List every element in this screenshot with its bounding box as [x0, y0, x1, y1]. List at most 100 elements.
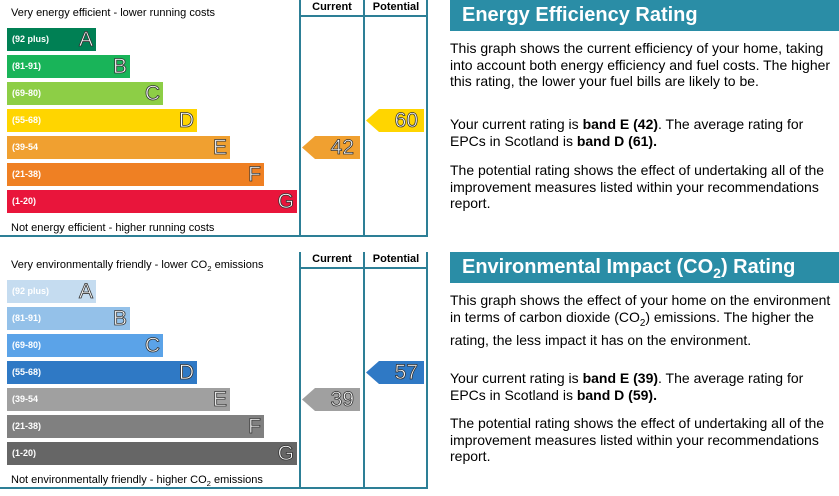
- band: (81-91) B: [7, 307, 130, 330]
- column-line: [363, 0, 365, 237]
- column-line: [363, 252, 365, 489]
- text-segment: ) emissions. The higher the rating, the …: [450, 308, 814, 348]
- band-range: (81-91): [12, 61, 42, 71]
- band: (92 plus) A: [7, 28, 96, 51]
- band: (21-38) F: [7, 163, 264, 186]
- band-range: (69-80): [12, 340, 42, 350]
- text-segment: emissions: [211, 259, 264, 271]
- band: (39-54 E: [7, 136, 230, 159]
- paragraph: Your current rating is band E (39). The …: [450, 370, 835, 403]
- text-segment: This graph shows the current efficiency …: [450, 40, 831, 89]
- text-segment: Energy Efficiency Rating: [462, 4, 698, 26]
- band-range: (92 plus): [12, 34, 50, 44]
- text-segment: band E (39): [582, 370, 659, 386]
- band: (69-80) C: [7, 334, 163, 357]
- band: (81-91) B: [7, 55, 130, 78]
- paragraph: This graph shows the effect of your home…: [450, 292, 835, 348]
- paragraph: Your current rating is band E (42). The …: [450, 116, 835, 149]
- band-letter: E: [212, 388, 228, 412]
- header-line: [299, 15, 428, 17]
- text-segment: Your current rating is: [450, 116, 583, 132]
- column-line: [426, 0, 428, 237]
- band: (55-68) D: [7, 361, 197, 384]
- band-letter: G: [277, 190, 294, 214]
- band: (1-20) G: [7, 190, 297, 213]
- text-segment: 2: [639, 317, 646, 329]
- band-letter: B: [112, 307, 128, 331]
- column-line: [426, 252, 428, 489]
- band-letter: F: [248, 163, 262, 187]
- rating-value: 39: [330, 388, 354, 411]
- text-segment: Not energy efficient - higher running co…: [11, 222, 215, 234]
- section-title: Environmental Impact (CO2) Rating: [450, 252, 839, 283]
- bottom-line: [0, 487, 428, 489]
- rating-value: 57: [394, 361, 418, 384]
- header-line: [299, 267, 428, 269]
- bottom-line: [0, 235, 428, 237]
- band-letter: A: [78, 280, 94, 304]
- band-range: (81-91): [12, 313, 42, 323]
- band: (21-38) F: [7, 415, 264, 438]
- text-segment: The potential rating shows the effect of…: [450, 162, 825, 211]
- text-segment: 2: [713, 265, 721, 281]
- band-letter: F: [248, 415, 262, 439]
- paragraph: The potential rating shows the effect of…: [450, 415, 835, 465]
- text-segment: The potential rating shows the effect of…: [450, 415, 825, 464]
- text-segment: 2: [207, 264, 212, 274]
- band-range: (21-38): [12, 421, 42, 431]
- text-segment: band D (61).: [576, 132, 657, 149]
- band-range: (1-20): [12, 448, 37, 458]
- column-line: [299, 0, 301, 237]
- band-range: (21-38): [12, 169, 42, 179]
- band: (39-54 E: [7, 388, 230, 411]
- top-label: Very energy efficient - lower running co…: [11, 7, 215, 19]
- paragraph: The potential rating shows the effect of…: [450, 162, 835, 212]
- rating-arrow: 60: [366, 109, 424, 132]
- text-segment: Your current rating is: [450, 370, 583, 386]
- band-letter: D: [178, 109, 194, 133]
- band-range: (1-20): [12, 196, 37, 206]
- band-range: (55-68): [12, 115, 42, 125]
- text-segment: ) Rating: [720, 256, 796, 278]
- band-range: (69-80): [12, 88, 42, 98]
- text-segment: Very energy efficient - lower running co…: [11, 7, 216, 19]
- text-segment: . The average rating for EPCs in Scotlan…: [450, 116, 804, 149]
- band-letter: G: [277, 442, 294, 466]
- band-range: (55-68): [12, 367, 42, 377]
- band: (69-80) C: [7, 82, 163, 105]
- column-header: Current: [312, 1, 352, 13]
- text-segment: This graph shows the effect of your home…: [450, 292, 831, 325]
- band-range: (39-54: [12, 394, 39, 404]
- column-header: Potential: [372, 253, 420, 265]
- text-segment: 2: [206, 479, 211, 489]
- band-letter: D: [178, 361, 194, 385]
- band: (55-68) D: [7, 109, 197, 132]
- rating-value: 60: [394, 109, 418, 132]
- text-segment: Environmental Impact (CO: [462, 256, 714, 278]
- bottom-label: Not energy efficient - higher running co…: [11, 222, 214, 234]
- text-segment: Not environmentally friendly - higher CO: [11, 474, 207, 486]
- band: (1-20) G: [7, 442, 297, 465]
- band: (92 plus) A: [7, 280, 96, 303]
- band-range: (39-54: [12, 142, 39, 152]
- rating-value: 42: [330, 136, 354, 159]
- text-segment: band E (42): [582, 116, 659, 132]
- band-letter: C: [144, 334, 160, 358]
- band-letter: B: [112, 55, 128, 79]
- band-range: (92 plus): [12, 286, 50, 296]
- band-letter: E: [212, 136, 228, 160]
- rating-arrow: 39: [302, 388, 360, 411]
- section-title: Energy Efficiency Rating: [450, 0, 839, 31]
- bottom-label: Not environmentally friendly - higher CO…: [11, 474, 263, 488]
- column-header: Current: [312, 253, 352, 265]
- band-letter: A: [78, 28, 94, 52]
- text-segment: band D (59).: [576, 386, 657, 403]
- text-segment: emissions: [210, 474, 263, 486]
- band-letter: C: [144, 82, 160, 106]
- column-header: Potential: [372, 1, 420, 13]
- text-segment: . The average rating for EPCs in Scotlan…: [450, 370, 804, 403]
- column-line: [299, 252, 301, 489]
- rating-arrow: 42: [302, 136, 360, 159]
- top-label: Very environmentally friendly - lower CO…: [11, 259, 264, 273]
